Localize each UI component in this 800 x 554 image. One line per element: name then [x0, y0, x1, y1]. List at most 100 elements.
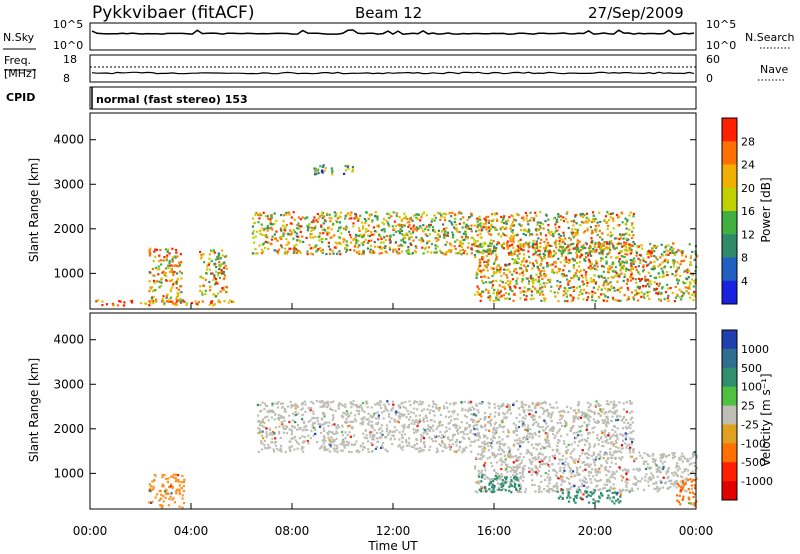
echo-cell	[335, 430, 338, 433]
echo-cell	[169, 296, 172, 299]
echo-cell	[268, 227, 271, 230]
echo-cell	[602, 270, 605, 273]
echo-cell	[650, 261, 653, 264]
echo-cell	[539, 406, 542, 409]
echo-cell	[510, 455, 513, 458]
echo-cell	[284, 427, 287, 430]
echo-cell	[531, 437, 534, 440]
echo-cell	[517, 262, 520, 265]
echo-cell	[470, 227, 473, 230]
echo-cell	[585, 220, 588, 223]
echo-cell	[625, 472, 628, 475]
echo-cell	[332, 447, 335, 450]
echo-cell	[467, 242, 470, 245]
echo-cell	[495, 429, 498, 432]
echo-cell	[559, 435, 563, 438]
echo-cell	[475, 230, 478, 233]
echo-cell	[523, 286, 526, 289]
echo-cell	[543, 400, 546, 403]
echo-cell	[293, 218, 296, 221]
echo-cell	[101, 300, 104, 303]
echo-cell	[531, 244, 534, 247]
echo-cell	[559, 421, 562, 425]
echo-cell	[450, 415, 453, 418]
echo-cell	[628, 233, 631, 236]
echo-cell	[317, 248, 320, 251]
echo-cell	[349, 214, 352, 217]
echo-cell	[652, 460, 655, 463]
echo-cell	[669, 266, 672, 269]
echo-cell	[349, 236, 353, 239]
echo-cell	[512, 465, 515, 468]
echo-cell	[267, 247, 270, 250]
echo-cell	[563, 274, 566, 277]
echo-cell	[488, 229, 491, 232]
echo-cell	[539, 264, 542, 267]
echo-cell	[414, 429, 417, 432]
echo-cell	[626, 286, 629, 290]
echo-cell	[162, 295, 165, 298]
echo-cell	[179, 301, 183, 304]
echo-cell	[491, 454, 494, 457]
echo-cell	[425, 214, 428, 217]
echo-cell	[534, 278, 537, 281]
echo-cell	[604, 466, 607, 469]
echo-cell	[519, 475, 522, 478]
echo-cell	[554, 231, 557, 234]
echo-cell	[257, 427, 260, 430]
echo-cell	[628, 448, 632, 451]
echo-cell	[340, 414, 343, 417]
echo-cell	[547, 473, 550, 476]
echo-cell	[331, 438, 334, 442]
echo-cell	[491, 431, 495, 434]
echo-cell	[408, 400, 411, 403]
echo-cell	[212, 249, 215, 252]
echo-cell	[339, 253, 342, 256]
echo-cell	[322, 422, 325, 426]
echo-cell	[693, 290, 696, 293]
echo-cell	[511, 223, 514, 226]
echo-cell	[604, 452, 607, 455]
echo-cell	[498, 440, 502, 443]
echo-cell	[483, 477, 486, 480]
echo-cell	[474, 256, 477, 259]
echo-cell	[448, 439, 451, 442]
echo-cell	[575, 252, 578, 255]
echo-cell	[319, 165, 322, 168]
echo-cell	[650, 478, 653, 481]
echo-cell	[559, 218, 562, 221]
echo-cell	[153, 250, 156, 253]
echo-cell	[695, 456, 698, 459]
echo-cell	[310, 232, 313, 235]
echo-cell	[646, 466, 649, 469]
echo-cell	[388, 238, 391, 241]
echo-cell	[178, 505, 181, 508]
echo-cell	[274, 444, 277, 447]
echo-cell	[306, 229, 309, 232]
echo-cell	[345, 225, 348, 228]
echo-cell	[296, 447, 299, 450]
echo-cell	[510, 237, 513, 241]
echo-cell	[431, 218, 434, 221]
echo-cell	[160, 277, 163, 280]
echo-cell	[560, 252, 563, 255]
echo-cell	[296, 441, 299, 444]
echo-cell	[436, 435, 439, 438]
echo-cell	[550, 285, 553, 288]
echo-cell	[589, 277, 593, 280]
echo-cell	[551, 255, 554, 258]
echo-cell	[553, 455, 556, 459]
echo-cell	[619, 237, 622, 240]
echo-cell	[511, 252, 514, 255]
echo-cell	[260, 252, 263, 255]
echo-cell	[675, 466, 678, 469]
echo-cell	[562, 220, 566, 223]
echo-cell	[487, 421, 491, 424]
echo-cell	[536, 245, 539, 248]
echo-cell	[322, 404, 325, 407]
echo-cell	[554, 260, 557, 263]
echo-cell	[420, 216, 423, 219]
echo-cell	[280, 449, 283, 452]
echo-cell	[544, 427, 547, 430]
echo-cell	[323, 412, 326, 415]
